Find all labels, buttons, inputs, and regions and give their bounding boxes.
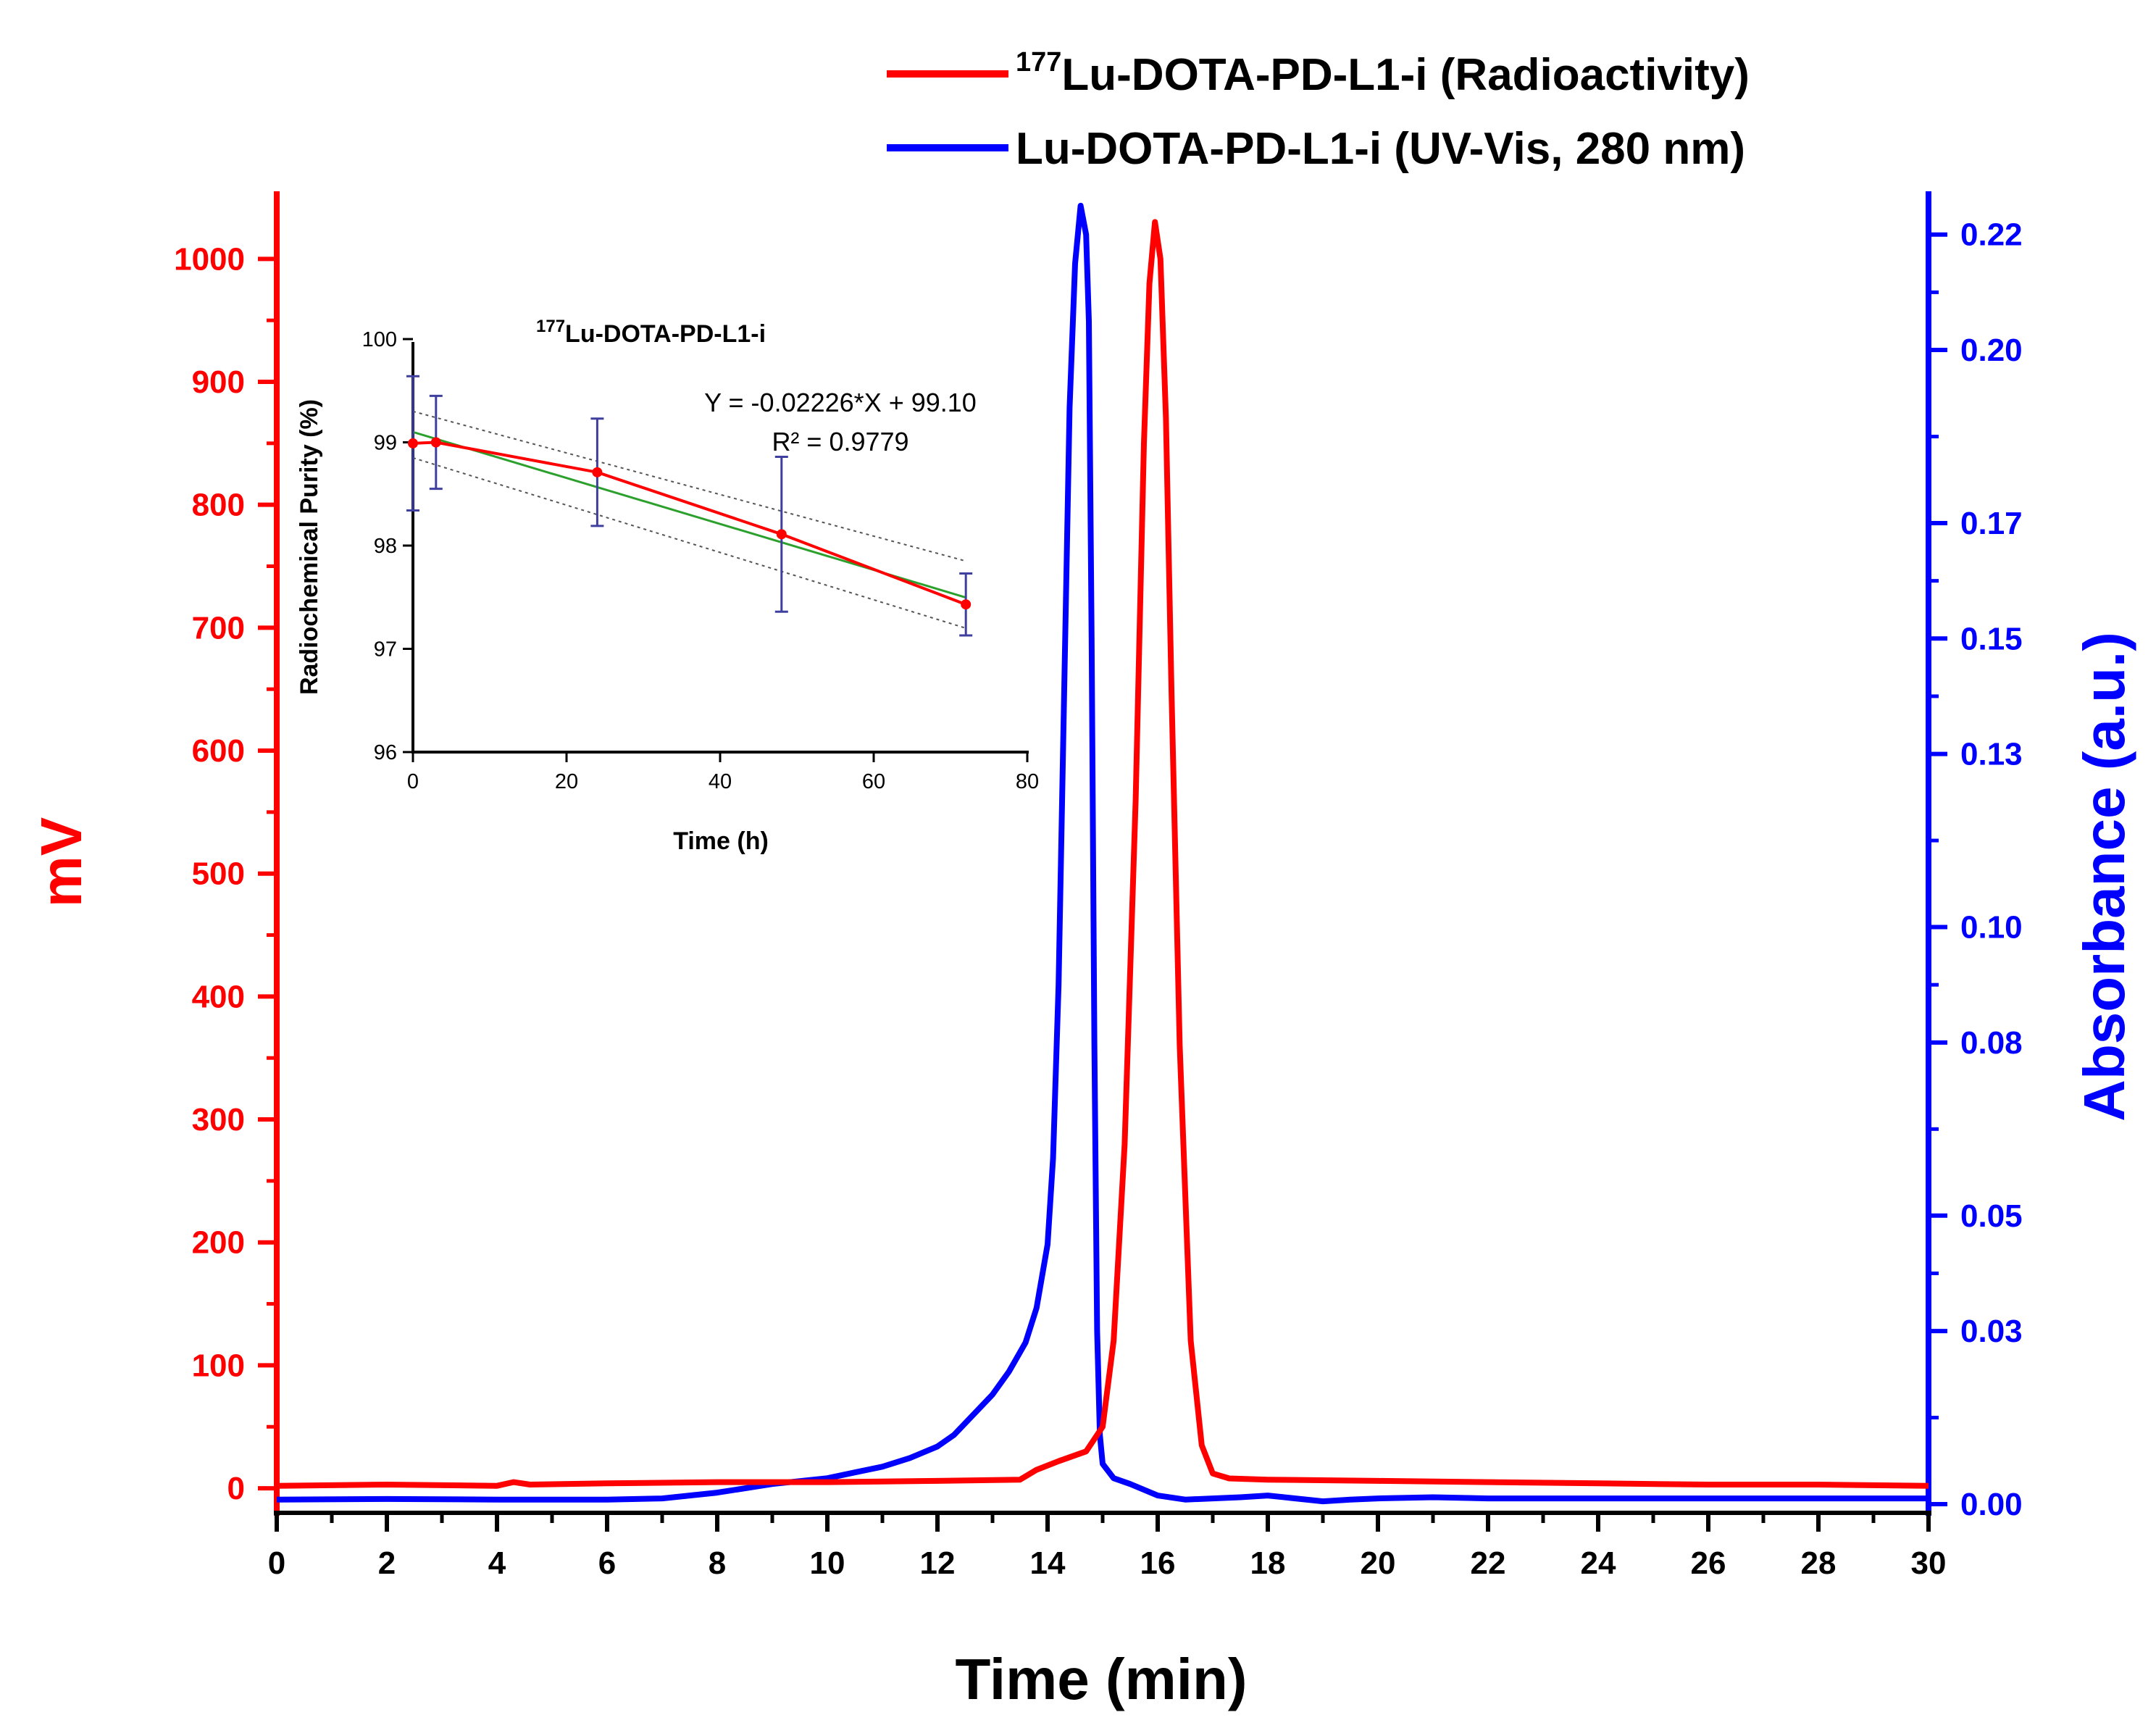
- right-axis-title: Absorbance (a.u.): [2072, 632, 2136, 1122]
- inset-y-tick-label: 99: [374, 432, 397, 455]
- left-tick-label: 0: [227, 1471, 245, 1506]
- inset-title: 177Lu-DOTA-PD-L1-i: [536, 317, 766, 348]
- left-tick-label: 500: [192, 856, 245, 892]
- inset-x-tick-label: 20: [555, 770, 578, 793]
- inset-ci-lower-line: [412, 456, 966, 629]
- right-tick-label: 0.10: [1960, 910, 2023, 946]
- inset-y-title: Radiochemical Purity (%): [296, 399, 323, 695]
- x-tick-label: 6: [598, 1545, 616, 1581]
- x-tick-label: 18: [1250, 1545, 1286, 1581]
- inset-x-title: Time (h): [673, 827, 769, 855]
- left-tick-label: 600: [192, 733, 245, 769]
- left-axis-ticks: 0 100 200 300 400 500 600 700 800 900 1000: [174, 241, 277, 1506]
- left-axis-title: mV: [29, 817, 93, 908]
- inset-data-point: [430, 437, 441, 448]
- inset-data-point: [408, 438, 418, 448]
- x-tick-label: 12: [920, 1545, 956, 1581]
- left-tick-label: 900: [192, 364, 245, 400]
- right-tick-label: 0.15: [1960, 621, 2023, 656]
- inset-data-point: [592, 467, 603, 477]
- right-tick-label: 0.20: [1960, 333, 2023, 368]
- right-tick-label: 0.22: [1960, 217, 2023, 253]
- left-tick-label: 700: [192, 610, 245, 646]
- x-tick-label: 2: [378, 1545, 396, 1581]
- inset-data-point: [776, 529, 787, 540]
- inset-fit-equation: Y = -0.02226*X + 99.10: [704, 388, 977, 417]
- inset-y-tick-label: 100: [362, 328, 397, 351]
- right-tick-label: 0.17: [1960, 506, 2023, 541]
- x-axis-title: Time (min): [955, 1647, 1247, 1711]
- inset-fit-r2: R² = 0.9779: [772, 427, 908, 456]
- x-tick-label: 4: [488, 1545, 506, 1581]
- x-tick-label: 24: [1581, 1545, 1616, 1581]
- right-tick-label: 0.13: [1960, 737, 2023, 772]
- inset-y-tick-label: 98: [374, 535, 397, 558]
- uv-vis-series-line: [276, 202, 1929, 1505]
- x-axis-ticks: 0 2 4 6 8 10 12 14 16 18 20 22 24 26 28 30: [268, 1513, 1947, 1581]
- inset-ci-upper-line: [412, 410, 966, 562]
- inset-y-ticks: 96 97 98 99 100: [362, 328, 413, 764]
- left-tick-label: 300: [192, 1102, 245, 1138]
- right-axis-ticks: 0.00 0.03 0.05 0.08 0.10 0.13 0.15 0.17 0.20 0.22: [1929, 217, 2023, 1522]
- x-tick-label: 0: [268, 1545, 285, 1581]
- inset-y-tick-label: 96: [374, 741, 397, 764]
- inset-title-sup: 177: [536, 317, 565, 336]
- radioactivity-series-line: [276, 219, 1929, 1489]
- x-tick-label: 20: [1361, 1545, 1396, 1581]
- inset-x-tick-label: 60: [862, 770, 885, 793]
- x-tick-label: 22: [1471, 1545, 1506, 1581]
- right-tick-label: 0.03: [1960, 1314, 2023, 1349]
- left-tick-label: 1000: [174, 241, 245, 277]
- x-tick-label: 16: [1140, 1545, 1176, 1581]
- x-tick-label: 10: [810, 1545, 845, 1581]
- legend-label-radioactivity: 177Lu-DOTA-PD-L1-i (Radioactivity): [1016, 47, 1750, 100]
- legend-label-radioactivity-sup: 177: [1016, 47, 1061, 78]
- inset-x-tick-label: 80: [1016, 770, 1039, 793]
- right-tick-label: 0.05: [1960, 1198, 2023, 1234]
- legend-label-radioactivity-main: Lu-DOTA-PD-L1-i (Radioactivity): [1061, 50, 1750, 100]
- inset-x-ticks: 0 20 40 60 80: [407, 752, 1039, 793]
- inset-data-points: [408, 437, 972, 610]
- inset-x-tick-label: 0: [407, 770, 419, 793]
- x-tick-label: 26: [1691, 1545, 1726, 1581]
- left-tick-label: 400: [192, 979, 245, 1014]
- inset-stability-chart: 96 97 98 99 100 0 20 40 60 80 177Lu-DOTA-PD-L1-i…: [296, 317, 1039, 855]
- legend-label-uv-vis: Lu-DOTA-PD-L1-i (UV-Vis, 280 nm): [1016, 124, 1745, 174]
- x-tick-label: 8: [709, 1545, 726, 1581]
- x-tick-label: 28: [1801, 1545, 1837, 1581]
- x-tick-label: 14: [1030, 1545, 1066, 1581]
- inset-x-tick-label: 40: [709, 770, 732, 793]
- inset-series-line: [412, 441, 966, 606]
- inset-y-tick-label: 97: [374, 638, 397, 662]
- left-tick-label: 100: [192, 1348, 245, 1383]
- right-tick-label: 0.08: [1960, 1025, 2023, 1061]
- inset-data-point: [961, 599, 972, 610]
- right-tick-label: 0.00: [1960, 1487, 2023, 1522]
- left-tick-label: 200: [192, 1225, 245, 1261]
- x-tick-label: 30: [1911, 1545, 1947, 1581]
- inset-title-main: Lu-DOTA-PD-L1-i: [565, 320, 766, 348]
- legend: 177Lu-DOTA-PD-L1-i (Radioactivity) Lu-DO…: [887, 47, 1750, 174]
- left-tick-label: 800: [192, 488, 245, 523]
